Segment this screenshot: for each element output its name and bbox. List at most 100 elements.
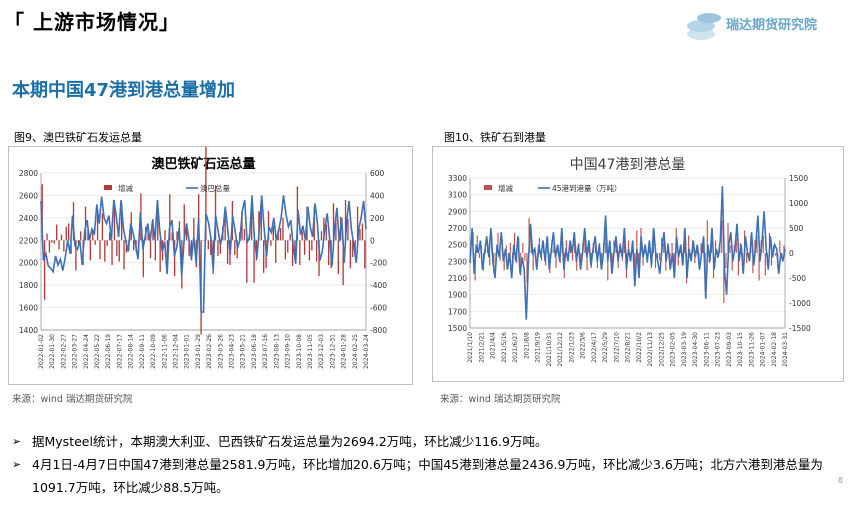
bar — [601, 253, 603, 268]
y-right-tick-label: -400 — [370, 281, 387, 290]
bar — [87, 229, 89, 241]
bar — [267, 211, 270, 241]
x-tick-label: 2022-10-09 — [150, 334, 157, 369]
y-left-tick-label: 2800 — [19, 169, 38, 178]
bar — [677, 253, 679, 266]
x-tick-label: 2023-02-05 — [670, 332, 677, 367]
bar — [503, 253, 505, 271]
bar — [522, 243, 524, 253]
bar — [335, 218, 337, 241]
bar — [325, 224, 327, 241]
bar — [715, 240, 717, 253]
bar — [555, 253, 557, 268]
bar — [509, 243, 511, 253]
x-tick-label: 2022/1/23 — [568, 332, 575, 363]
bar — [157, 199, 159, 241]
y-left-tick-label: 2100 — [448, 274, 467, 283]
chart-title: 中国47港到港总量 — [570, 157, 686, 173]
bar — [476, 235, 478, 253]
y-right-tick-label: 500 — [789, 224, 804, 233]
x-tick-label: 2022-05-22 — [94, 334, 101, 369]
chart2-frame: 中国47港到港总量 1500 1700 1900 2100 2300 2500 2700 290… — [432, 146, 844, 382]
x-tick-label: 2023-06-11 — [703, 332, 710, 367]
y-left-tick-label: 2700 — [448, 224, 467, 233]
legend-swatch-bar — [484, 185, 492, 190]
bar — [108, 232, 111, 241]
bullet-item: ➢ 4月1日-4月7日中国47港到港总量2581.9万吨，环比增加20.6万吨；… — [12, 453, 842, 499]
bar — [96, 211, 99, 241]
bar — [142, 240, 144, 278]
x-tick-label: 2022-04-24 — [83, 334, 90, 369]
bar — [758, 253, 760, 281]
bar — [700, 243, 702, 253]
y-right-tick-label: 600 — [370, 169, 385, 178]
bar — [513, 233, 516, 253]
page-subtitle: 本期中国47港到港总量增加 — [12, 80, 236, 101]
bar — [190, 240, 193, 261]
section-title: 「 上游市场情况」 — [4, 10, 180, 34]
y-right-tick-label: 400 — [370, 191, 385, 200]
x-tick-label: 2022-06-19 — [105, 334, 112, 369]
bar — [638, 253, 640, 271]
bar — [323, 217, 325, 241]
bar — [634, 253, 636, 281]
bar — [311, 240, 313, 251]
bar — [75, 240, 77, 271]
bar — [55, 224, 58, 241]
bar — [688, 235, 690, 253]
bar — [702, 243, 704, 253]
bar — [770, 253, 773, 266]
bar — [77, 240, 79, 244]
bar — [775, 253, 777, 256]
x-tick-label: 2024-02-25 — [352, 334, 359, 369]
y-right-tick-label: 1500 — [789, 174, 808, 183]
bar — [607, 253, 609, 281]
bar — [272, 225, 274, 241]
bar — [58, 240, 60, 250]
bar — [347, 218, 349, 241]
bar — [735, 238, 737, 253]
y-left-tick-label: 2500 — [448, 241, 467, 250]
x-tick-label: 2023-12-31 — [329, 334, 336, 369]
x-tick-label: 2022/12/25 — [658, 332, 665, 367]
y-right-tick-label: -800 — [370, 326, 387, 335]
bar — [723, 253, 725, 303]
y-right-tick-label: -600 — [370, 304, 387, 313]
x-tick-label: 2023-03-19 — [681, 332, 688, 367]
bar — [580, 253, 582, 268]
bar — [205, 141, 207, 241]
x-tick-label: 2022-12-04 — [172, 334, 179, 369]
x-tick-label: 2021/1/10 — [467, 332, 474, 363]
bar — [654, 253, 657, 268]
x-tick-label: 2023-04-30 — [692, 332, 699, 367]
bar — [576, 253, 578, 271]
bar — [746, 253, 748, 263]
x-tick-label: 2023-11-26 — [748, 332, 755, 367]
bar — [727, 223, 729, 253]
bar — [253, 240, 255, 283]
logo-text: 瑞达期货研究院 — [726, 18, 818, 33]
bar — [92, 229, 94, 241]
bar — [656, 253, 659, 258]
bar — [246, 240, 248, 283]
bar — [694, 253, 696, 263]
y-left-tick-label: 2000 — [19, 259, 38, 268]
bar — [171, 232, 173, 241]
chart-title: 澳巴铁矿石运总量 — [151, 156, 255, 172]
bar — [489, 253, 491, 266]
bar — [133, 240, 135, 251]
bar — [43, 240, 46, 300]
bar — [721, 220, 723, 253]
bar — [185, 223, 188, 241]
bar — [60, 234, 63, 241]
x-tick-label: 2022/3/6 — [580, 332, 587, 359]
x-tick-label: 2024-02-18 — [771, 332, 778, 367]
bullet-text: 据Mysteel统计，本期澳大利亚、巴西铁矿石发运总量为2694.2万吨，环比减… — [32, 434, 548, 449]
x-tick-label: 2023-08-13 — [273, 334, 280, 369]
bar — [779, 240, 781, 253]
bar — [731, 253, 733, 271]
bar — [291, 240, 294, 267]
bar — [364, 240, 366, 269]
bar — [183, 204, 185, 241]
x-tick-label: 2022-08-14 — [128, 334, 135, 369]
